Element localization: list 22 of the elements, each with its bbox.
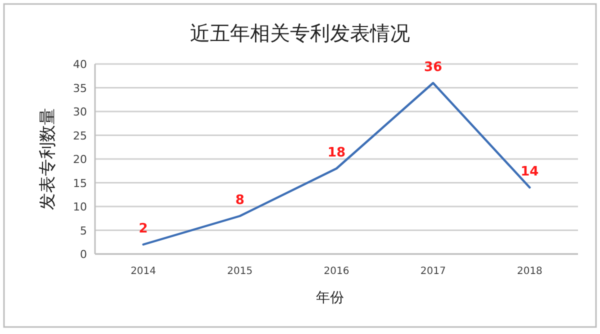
y-tick-label: 30 xyxy=(73,106,87,118)
y-axis-title: 发表专利数量 xyxy=(38,108,58,210)
y-tick-label: 0 xyxy=(80,248,87,261)
data-label: 36 xyxy=(424,60,442,75)
x-tick-label: 2017 xyxy=(420,266,446,277)
y-tick-label: 15 xyxy=(73,176,87,190)
data-label: 8 xyxy=(235,193,244,208)
x-tick-label: 2018 xyxy=(516,266,542,277)
data-label: 2 xyxy=(138,222,148,236)
y-tick-label: 10 xyxy=(73,200,87,214)
y-tick-label: 35 xyxy=(73,82,87,95)
y-tick-label: 25 xyxy=(73,129,87,142)
data-label: 14 xyxy=(520,164,539,180)
y-tick-label: 20 xyxy=(73,153,87,166)
x-axis-title: 年份 xyxy=(316,290,344,306)
x-tick-label: 2014 xyxy=(130,266,156,277)
x-tick-label: 2015 xyxy=(227,266,253,277)
x-tick-label: 2016 xyxy=(324,266,350,277)
y-tick-label: 40 xyxy=(73,58,87,71)
data-label: 18 xyxy=(327,146,346,160)
chart-title: 近五年相关专利发表情况 xyxy=(190,21,410,45)
y-tick-label: 5 xyxy=(80,224,87,238)
